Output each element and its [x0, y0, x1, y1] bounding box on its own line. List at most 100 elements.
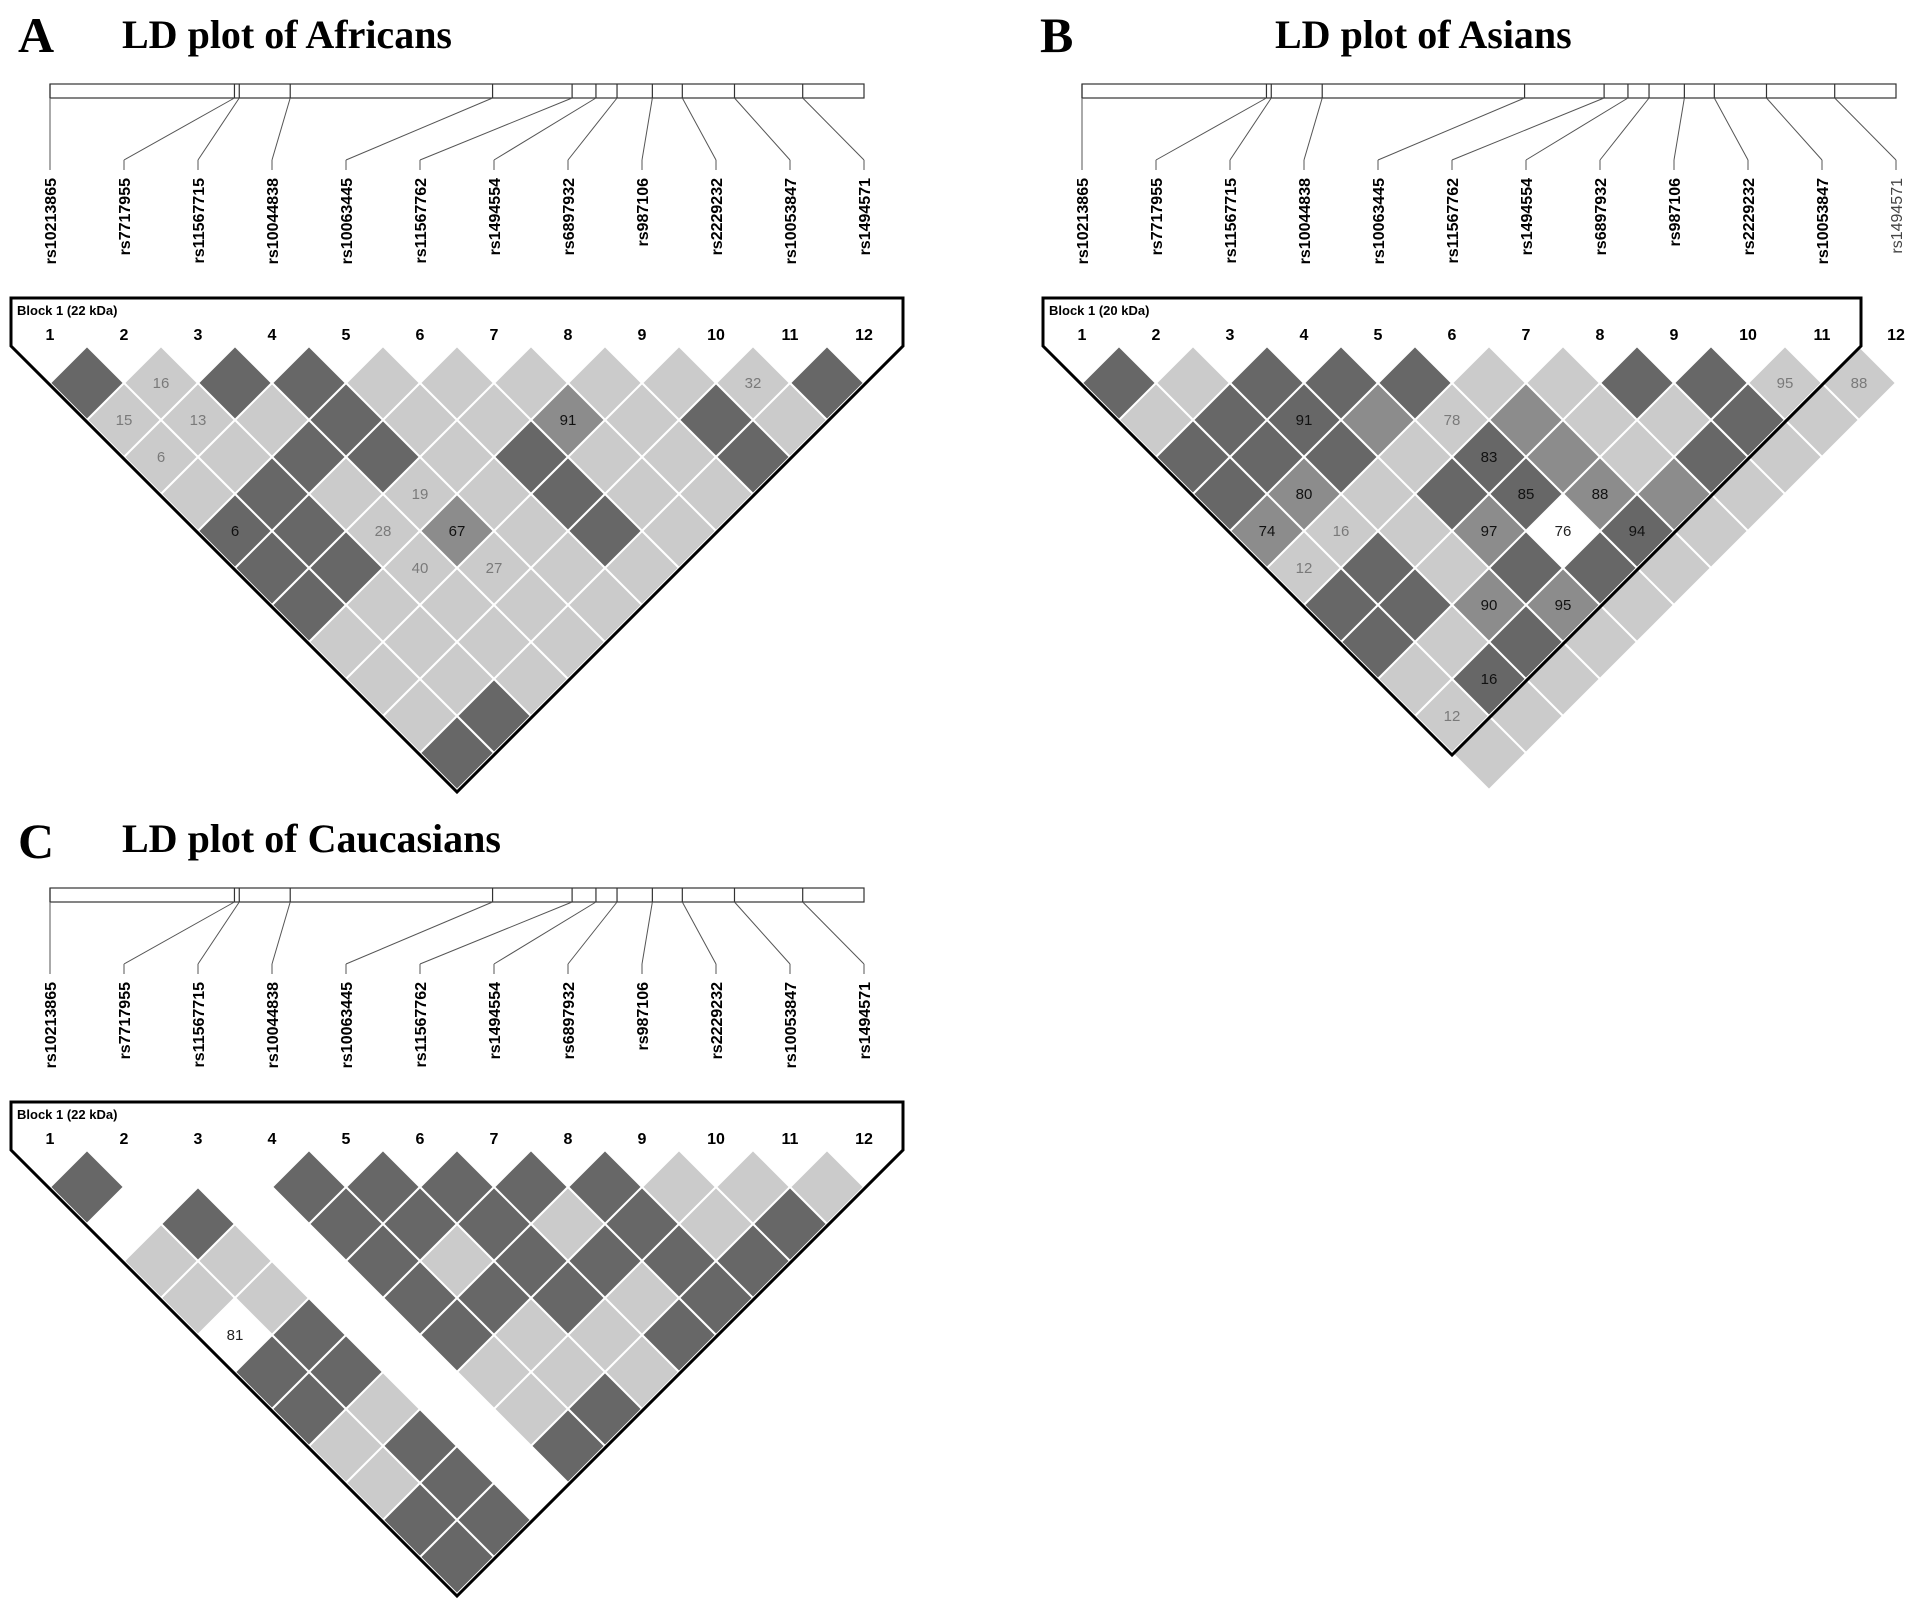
gene-bar: [49, 83, 865, 99]
snp-index: 12: [1887, 327, 1905, 344]
snp-index: 9: [1670, 327, 1679, 344]
snp-index: 4: [268, 327, 277, 344]
snp-label: rs2229232: [1741, 178, 1758, 256]
ld-value: 16: [1481, 671, 1498, 688]
snp-index: 3: [1226, 327, 1235, 344]
ld-value: 88: [1592, 486, 1609, 503]
ld-value: 6: [157, 449, 165, 466]
snp-index: 9: [638, 1131, 647, 1148]
ld-value: 15: [116, 412, 133, 429]
snp-index: 1: [46, 327, 55, 344]
ld-value: 94: [1629, 523, 1646, 540]
snp-index: 3: [194, 327, 203, 344]
ld-value: 88: [1851, 375, 1868, 392]
snp-label: rs10063445: [1371, 178, 1388, 264]
snp-label: rs1494571: [857, 178, 874, 256]
snp-label: rs11567762: [1445, 178, 1462, 264]
ld-value: 32: [745, 375, 762, 392]
snp-index: 6: [416, 327, 425, 344]
snp-connector: [419, 97, 573, 161]
panel-title: LD plot of Asians: [1275, 12, 1572, 57]
snp-index: 6: [416, 1131, 425, 1148]
panel-letter: C: [18, 813, 54, 869]
snp-connector: [681, 901, 717, 965]
ld-value: 95: [1777, 375, 1794, 392]
snp-index: 8: [564, 1131, 573, 1148]
snp-index: 7: [490, 327, 499, 344]
snp-label: rs7717955: [117, 178, 134, 256]
block-label: Block 1 (22 kDa): [17, 303, 117, 318]
snp-index: 9: [638, 327, 647, 344]
snp-connector: [734, 901, 791, 965]
snp-connector: [802, 97, 865, 161]
snp-connector: [1713, 97, 1749, 161]
snp-index: 11: [782, 1131, 799, 1148]
snp-connector: [493, 97, 597, 161]
gene-bar: [49, 887, 865, 903]
snp-label: rs10053847: [783, 982, 800, 1068]
ld-value: 19: [412, 486, 429, 503]
panel-letter: B: [1040, 7, 1073, 63]
snp-index: 12: [855, 1131, 873, 1148]
snp-connector: [1377, 97, 1525, 161]
snp-connector: [1451, 97, 1605, 161]
snp-connector: [1599, 97, 1650, 161]
snp-connector: [1834, 97, 1897, 161]
snp-connector: [734, 97, 791, 161]
snp-connector: [197, 901, 240, 965]
snp-connector: [493, 901, 597, 965]
ld-value: 91: [1296, 412, 1313, 429]
snp-connector: [123, 97, 235, 161]
snp-label: rs10213865: [43, 178, 60, 264]
ld-value: 95: [1555, 597, 1572, 614]
snp-connector: [567, 97, 618, 161]
snp-index: 5: [342, 327, 351, 344]
block-label: Block 1 (20 kDa): [1049, 303, 1149, 318]
snp-connector: [345, 97, 493, 161]
snp-label: rs10053847: [783, 178, 800, 264]
ld-value: 12: [1444, 708, 1461, 725]
snp-connector: [1155, 97, 1267, 161]
snp-label: rs11567715: [191, 982, 208, 1068]
snp-label: rs6897932: [1593, 178, 1610, 256]
snp-index: 2: [120, 327, 129, 344]
snp-label: rs2229232: [709, 178, 726, 256]
snp-connector: [1525, 97, 1629, 161]
panel-title: LD plot of Africans: [122, 12, 452, 57]
snp-label: rs10063445: [339, 982, 356, 1068]
snp-index: 11: [782, 327, 799, 344]
snp-label: rs1494554: [1519, 178, 1536, 256]
snp-label: rs1494554: [487, 982, 504, 1060]
snp-index: 7: [1522, 327, 1531, 344]
snp-label: rs10213865: [1075, 178, 1092, 264]
snp-connector: [1673, 97, 1685, 161]
ld-value: 12: [1296, 560, 1313, 577]
ld-value: 80: [1296, 486, 1313, 503]
haplotype-block-outline: [9, 1100, 905, 1599]
snp-label: rs6897932: [561, 982, 578, 1060]
snp-index: 10: [707, 327, 725, 344]
snp-label: rs7717955: [1149, 178, 1166, 256]
ld-value: 76: [1555, 523, 1572, 540]
snp-connector: [271, 901, 291, 965]
ld-value: 16: [153, 375, 170, 392]
snp-connector: [1766, 97, 1823, 161]
ld-value: 81: [227, 1327, 244, 1344]
snp-label: rs10044838: [265, 982, 282, 1068]
ld-value: 85: [1518, 486, 1535, 503]
snp-connector: [1303, 97, 1323, 161]
snp-label: rs10063445: [339, 178, 356, 264]
ld-value: 83: [1481, 449, 1498, 466]
ld-value: 78: [1444, 412, 1461, 429]
snp-index: 11: [1814, 327, 1831, 344]
snp-label: rs10213865: [43, 982, 60, 1068]
snp-label: rs987106: [1667, 178, 1684, 247]
snp-connector: [1229, 97, 1272, 161]
snp-index: 6: [1448, 327, 1457, 344]
ld-panel-a: A LD plot of Africans rs10213865 rs7717955 r…: [9, 7, 905, 795]
ld-value: 67: [449, 523, 466, 540]
snp-label: rs10044838: [1297, 178, 1314, 264]
ld-value: 97: [1481, 523, 1498, 540]
snp-index: 4: [1300, 327, 1309, 344]
